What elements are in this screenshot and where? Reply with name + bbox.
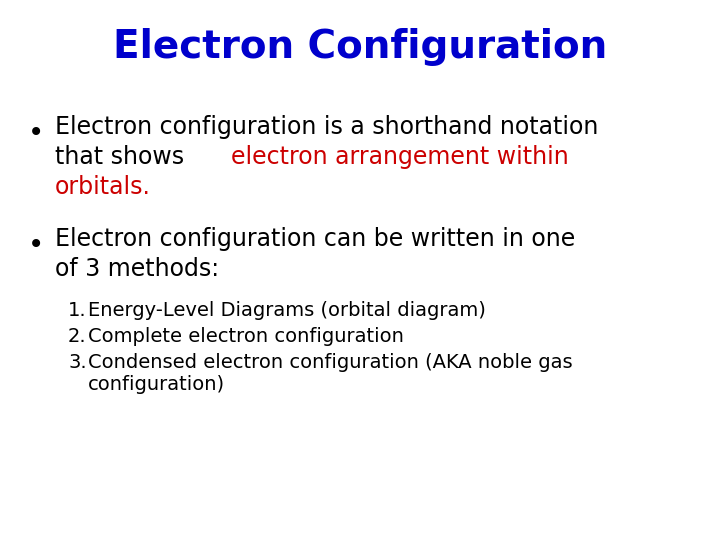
Text: 2.: 2. xyxy=(68,327,86,346)
Text: •: • xyxy=(28,231,44,259)
Text: configuration): configuration) xyxy=(88,375,225,394)
Text: Condensed electron configuration (AKA noble gas: Condensed electron configuration (AKA no… xyxy=(88,353,572,372)
Text: Electron Configuration: Electron Configuration xyxy=(113,28,607,66)
Text: Electron configuration can be written in one: Electron configuration can be written in… xyxy=(55,227,575,251)
Text: Complete electron configuration: Complete electron configuration xyxy=(88,327,404,346)
Text: •: • xyxy=(28,119,44,147)
Text: electron arrangement within: electron arrangement within xyxy=(231,145,569,169)
Text: Energy-Level Diagrams (orbital diagram): Energy-Level Diagrams (orbital diagram) xyxy=(88,301,486,320)
Text: 3.: 3. xyxy=(68,353,86,372)
Text: Electron configuration is a shorthand notation: Electron configuration is a shorthand no… xyxy=(55,115,598,139)
Text: 1.: 1. xyxy=(68,301,86,320)
Text: of 3 methods:: of 3 methods: xyxy=(55,257,219,281)
Text: orbitals.: orbitals. xyxy=(55,175,151,199)
Text: that shows: that shows xyxy=(55,145,192,169)
